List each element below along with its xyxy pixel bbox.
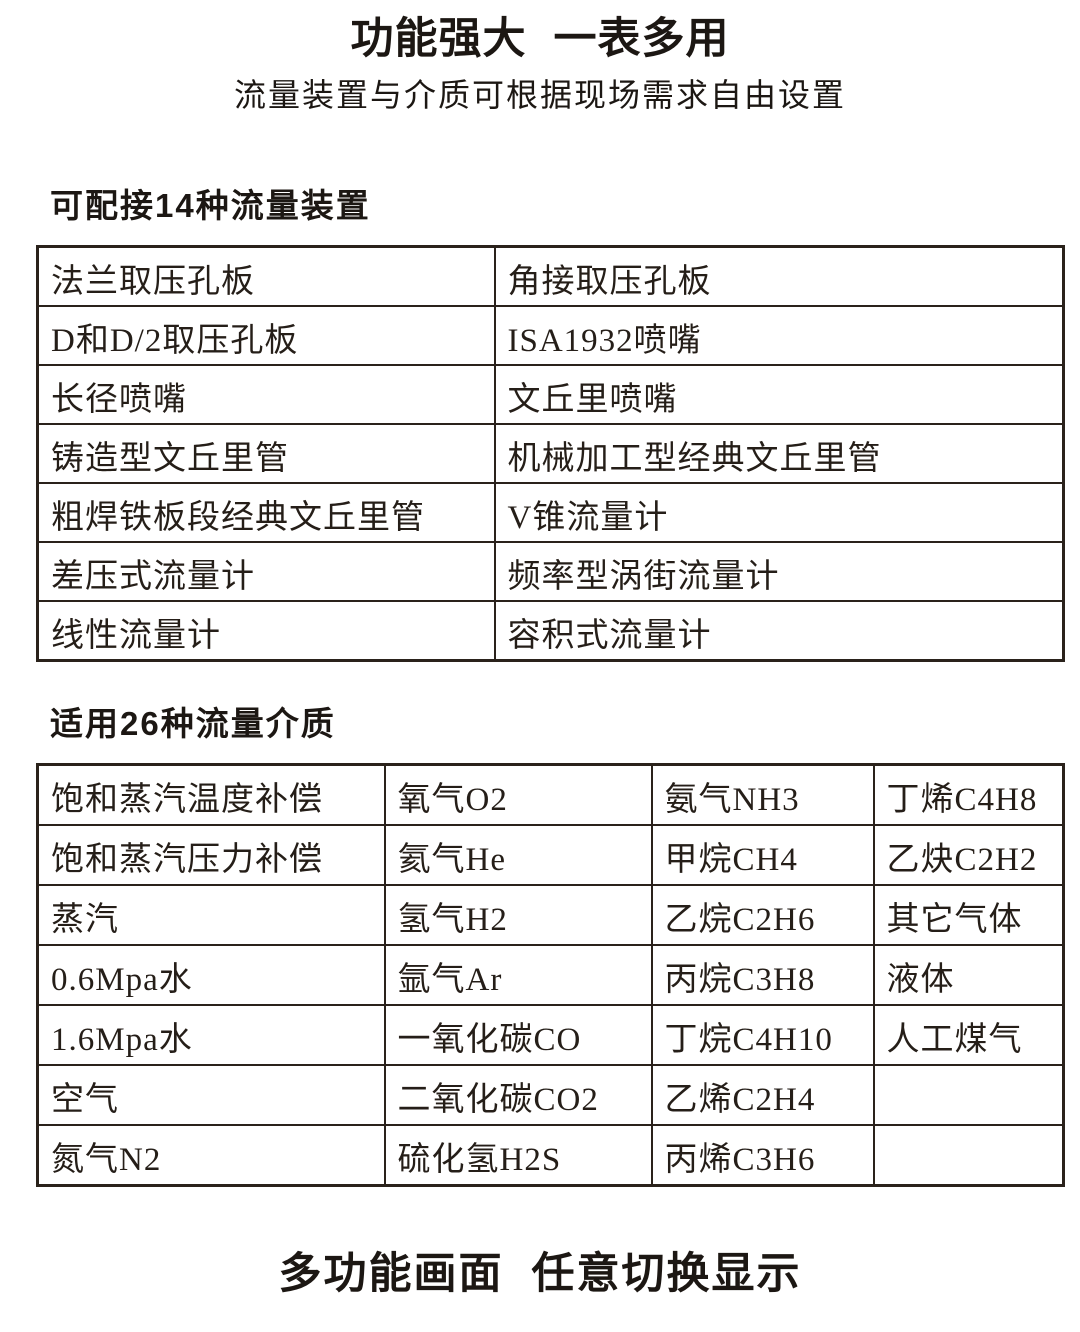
media-cell: 人工煤气 <box>872 1004 1065 1066</box>
device-cell: ISA1932喷嘴 <box>493 305 1065 366</box>
table-row: 1.6Mpa水 一氧化碳CO 丁烷C4H10 人工煤气 <box>36 1004 1065 1066</box>
device-cell: 角接取压孔板 <box>493 245 1065 307</box>
media-cell: 0.6Mpa水 <box>36 944 386 1006</box>
media-cell: 氦气He <box>383 824 653 886</box>
flow-device-table: 法兰取压孔板 角接取压孔板 D和D/2取压孔板 ISA1932喷嘴 长径喷嘴 文丘里喷嘴铸… <box>36 245 1065 662</box>
media-cell: 饱和蒸汽压力补偿 <box>36 824 386 886</box>
media-cell: 丙烷C3H8 <box>650 944 875 1006</box>
table-row: 粗焊铁板段经典文丘里管 V锥流量计 <box>36 482 1065 543</box>
device-cell: 粗焊铁板段经典文丘里管 <box>36 482 496 543</box>
table-row: 长径喷嘴 文丘里喷嘴 <box>36 364 1065 425</box>
media-cell: 氨气NH3 <box>650 763 875 826</box>
media-cell: 氩气Ar <box>383 944 653 1006</box>
table-row: 线性流量计 容积式流量计 <box>36 600 1065 662</box>
page-subtitle: 流量装置与介质可根据现场需求自由设置 <box>233 77 846 113</box>
device-cell: 铸造型文丘里管 <box>36 423 496 484</box>
media-cell: 氮气N2 <box>36 1124 386 1187</box>
table-row: 铸造型文丘里管 机械加工型经典文丘里管 <box>36 423 1065 484</box>
device-cell: D和D/2取压孔板 <box>36 305 496 366</box>
table-row: 空气 二氧化碳CO2 乙烯C2H4 <box>36 1064 1065 1126</box>
device-cell: 频率型涡街流量计 <box>493 541 1065 602</box>
media-cell: 乙烷C2H6 <box>650 884 875 946</box>
flow-device-table-body: 法兰取压孔板 角接取压孔板 D和D/2取压孔板 ISA1932喷嘴 长径喷嘴 文丘里喷嘴铸… <box>36 245 1065 662</box>
table-row: 法兰取压孔板 角接取压孔板 <box>36 245 1065 307</box>
media-cell: 氢气H2 <box>383 884 653 946</box>
media-section-heading: 适用26种流量介质 <box>50 705 336 742</box>
media-cell: 二氧化碳CO2 <box>383 1064 653 1126</box>
media-cell: 乙炔C2H2 <box>872 824 1065 886</box>
device-cell: 差压式流量计 <box>36 541 496 602</box>
media-cell: 硫化氢H2S <box>383 1124 653 1187</box>
table-row: 饱和蒸汽温度补偿 氧气O2 氨气NH3 丁烯C4H8 <box>36 763 1065 826</box>
footer-title: 多功能画面 任意切换显示 <box>278 1250 802 1298</box>
table-row: D和D/2取压孔板 ISA1932喷嘴 <box>36 305 1065 366</box>
media-cell: 空气 <box>36 1064 386 1126</box>
device-cell: 文丘里喷嘴 <box>493 364 1065 425</box>
media-cell: 氧气O2 <box>383 763 653 826</box>
table-row: 饱和蒸汽压力补偿 氦气He 甲烷CH4 乙炔C2H2 <box>36 824 1065 886</box>
media-cell: 丁烷C4H10 <box>650 1004 875 1066</box>
media-cell: 饱和蒸汽温度补偿 <box>36 763 386 826</box>
media-cell <box>872 1124 1065 1187</box>
device-cell: 长径喷嘴 <box>36 364 496 425</box>
media-cell: 乙烯C2H4 <box>650 1064 875 1126</box>
device-cell: 容积式流量计 <box>493 600 1065 662</box>
media-cell: 丁烯C4H8 <box>872 763 1065 826</box>
flow-media-table-body: 饱和蒸汽温度补偿 氧气O2 氨气NH3 丁烯C4H8 饱和蒸汽压力补偿 氦气He 甲烷CH4… <box>36 763 1065 1187</box>
media-cell: 液体 <box>872 944 1065 1006</box>
device-cell: 法兰取压孔板 <box>36 245 496 307</box>
media-cell: 1.6Mpa水 <box>36 1004 386 1066</box>
device-cell: V锥流量计 <box>493 482 1065 543</box>
device-cell: 机械加工型经典文丘里管 <box>493 423 1065 484</box>
table-row: 0.6Mpa水 氩气Ar 丙烷C3H8 液体 <box>36 944 1065 1006</box>
device-cell: 线性流量计 <box>36 600 496 662</box>
table-row: 氮气N2 硫化氢H2S 丙烯C3H6 <box>36 1124 1065 1187</box>
media-cell: 丙烯C3H6 <box>650 1124 875 1187</box>
flow-media-table: 饱和蒸汽温度补偿 氧气O2 氨气NH3 丁烯C4H8 饱和蒸汽压力补偿 氦气He 甲烷CH4… <box>36 763 1065 1187</box>
device-section-heading: 可配接14种流量装置 <box>50 187 371 224</box>
media-cell: 甲烷CH4 <box>650 824 875 886</box>
page-title: 功能强大 一表多用 <box>350 15 730 63</box>
table-row: 蒸汽 氢气H2 乙烷C2H6 其它气体 <box>36 884 1065 946</box>
table-row: 差压式流量计 频率型涡街流量计 <box>36 541 1065 602</box>
media-cell: 蒸汽 <box>36 884 386 946</box>
media-cell: 其它气体 <box>872 884 1065 946</box>
media-cell: 一氧化碳CO <box>383 1004 653 1066</box>
media-cell <box>872 1064 1065 1126</box>
